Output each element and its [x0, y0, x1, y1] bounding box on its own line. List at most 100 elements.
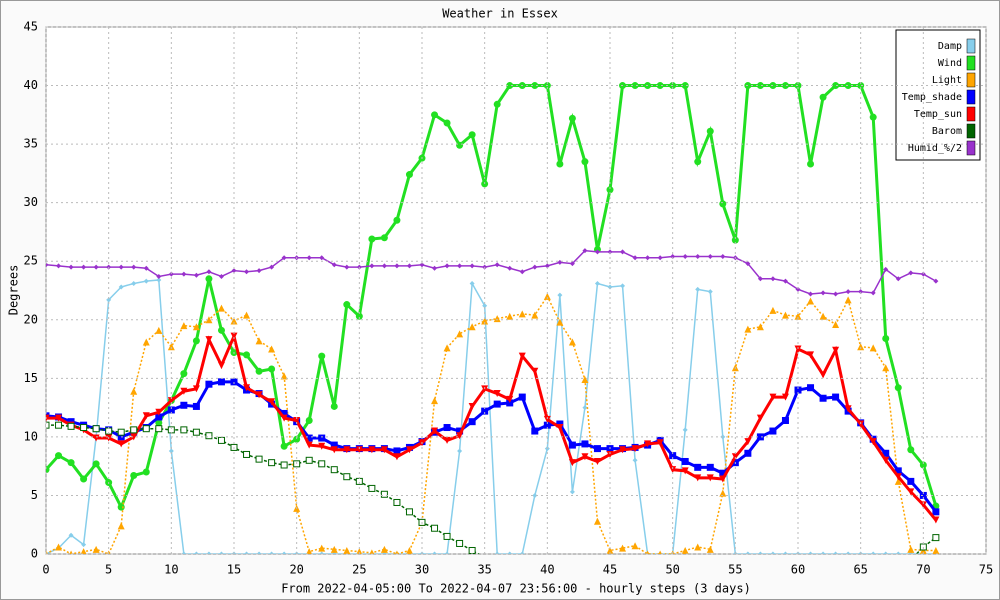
point: [895, 276, 901, 282]
point: [330, 545, 338, 553]
point: [882, 449, 890, 457]
point: [681, 546, 689, 554]
point: [230, 378, 238, 386]
point: [619, 446, 627, 454]
series-line: [46, 294, 936, 554]
point: [330, 402, 338, 410]
point: [907, 477, 915, 485]
point: [168, 448, 174, 454]
point: [582, 405, 588, 411]
point: [443, 532, 451, 540]
legend-swatch: [966, 55, 976, 71]
x-tick-label: 55: [728, 563, 742, 577]
point: [92, 434, 100, 442]
point: [231, 268, 237, 274]
point: [694, 474, 702, 482]
point: [581, 440, 589, 448]
point: [293, 416, 301, 424]
point: [217, 361, 225, 369]
point: [844, 82, 852, 90]
point: [268, 398, 276, 406]
point: [205, 380, 213, 388]
point: [55, 543, 63, 551]
point: [919, 461, 927, 469]
x-tick-label: 0: [42, 563, 49, 577]
point: [518, 393, 526, 401]
point: [46, 262, 49, 268]
point: [331, 262, 337, 268]
point: [770, 276, 776, 282]
point: [155, 425, 163, 433]
point: [243, 311, 251, 319]
point: [468, 418, 476, 426]
point: [606, 450, 614, 458]
point: [532, 492, 538, 498]
point: [181, 551, 187, 554]
point: [744, 438, 752, 446]
point: [217, 436, 225, 444]
point: [706, 474, 714, 482]
point: [770, 551, 776, 554]
point: [46, 421, 50, 429]
point: [306, 255, 312, 261]
y-tick-label: 45: [24, 20, 38, 34]
point: [531, 427, 539, 435]
point: [593, 457, 601, 465]
point: [682, 427, 688, 433]
point: [117, 428, 125, 436]
x-tick-label: 75: [979, 563, 993, 577]
point: [343, 473, 351, 481]
point: [356, 548, 363, 554]
point: [131, 264, 137, 270]
point: [556, 424, 564, 432]
point: [92, 425, 100, 433]
point: [280, 409, 288, 417]
point: [631, 542, 639, 550]
point: [568, 114, 576, 122]
y-tick-label: 25: [24, 254, 38, 268]
point: [581, 376, 589, 384]
x-tick-label: 40: [540, 563, 554, 577]
point: [894, 473, 902, 481]
point: [845, 289, 851, 295]
point: [280, 414, 288, 422]
point: [694, 158, 702, 166]
point: [656, 82, 664, 90]
point: [644, 440, 652, 448]
point: [757, 551, 763, 554]
point: [68, 532, 74, 538]
point: [69, 550, 73, 554]
point: [543, 421, 551, 429]
point: [594, 249, 600, 255]
point: [330, 441, 338, 449]
point: [305, 456, 313, 464]
point: [531, 367, 539, 375]
point: [844, 405, 852, 413]
point: [444, 263, 450, 269]
point: [756, 323, 764, 331]
point: [180, 387, 188, 395]
point: [368, 235, 376, 243]
point: [819, 371, 827, 379]
point: [807, 384, 815, 392]
point: [117, 503, 125, 511]
point: [907, 446, 915, 454]
point: [557, 292, 563, 298]
point: [632, 457, 638, 463]
point: [794, 345, 802, 353]
point: [180, 370, 188, 378]
point: [443, 424, 451, 432]
point: [907, 488, 915, 496]
point: [895, 551, 901, 554]
x-tick-label: 60: [791, 563, 805, 577]
point: [882, 456, 890, 464]
point: [568, 338, 576, 346]
y-tick-label: 15: [24, 371, 38, 385]
point: [731, 453, 739, 461]
point: [457, 448, 463, 454]
point: [707, 289, 713, 295]
point: [819, 394, 827, 402]
point: [192, 323, 200, 331]
point: [255, 367, 263, 375]
